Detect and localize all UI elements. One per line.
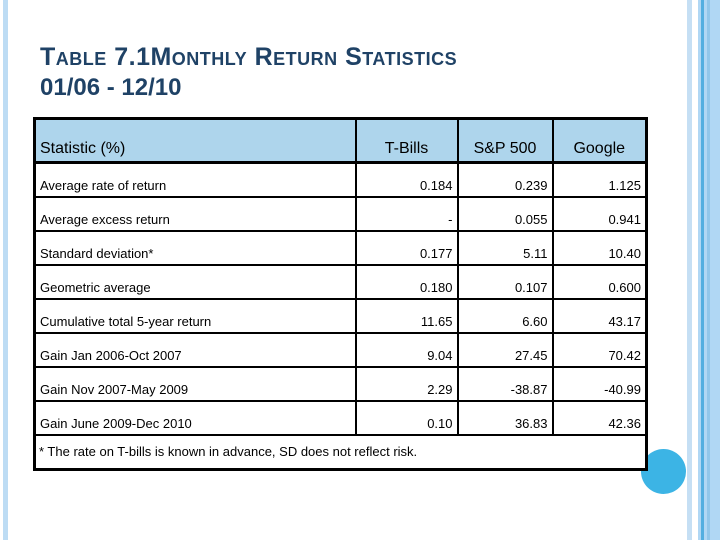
row-label: Average rate of return <box>33 161 357 198</box>
table-header-row: Statistic (%) T-Bills S&P 500 Google <box>33 117 648 164</box>
cell-value: -38.87 <box>456 365 554 402</box>
cell-value: 43.17 <box>551 297 648 334</box>
right-accent-cyan-line <box>701 0 704 540</box>
table-row: Average excess return - 0.055 0.941 <box>33 195 648 232</box>
header-statistic: Statistic (%) <box>33 117 357 164</box>
right-accent-mid-line <box>707 0 710 540</box>
right-accent-bar-outer <box>687 0 692 540</box>
cell-value: 0.177 <box>354 229 459 266</box>
row-label: Gain Nov 2007-May 2009 <box>33 365 357 402</box>
row-label: Cumulative total 5-year return <box>33 297 357 334</box>
cell-value: 42.36 <box>551 399 648 436</box>
header-google: Google <box>551 117 648 164</box>
table-row: Average rate of return 0.184 0.239 1.125 <box>33 161 648 198</box>
table-row: Gain June 2009-Dec 2010 0.10 36.83 42.36 <box>33 399 648 436</box>
row-label: Standard deviation* <box>33 229 357 266</box>
cell-value: 11.65 <box>354 297 459 334</box>
row-label: Geometric average <box>33 263 357 300</box>
left-accent-bar <box>3 0 8 540</box>
cell-value: 9.04 <box>354 331 459 368</box>
title-block: Table 7.1Monthly Return Statistics 01/06… <box>40 42 457 103</box>
table-row: Geometric average 0.180 0.107 0.600 <box>33 263 648 300</box>
row-label: Gain Jan 2006-Oct 2007 <box>33 331 357 368</box>
header-tbills: T-Bills <box>354 117 459 164</box>
cell-value: 0.239 <box>456 161 554 198</box>
cell-value: 70.42 <box>551 331 648 368</box>
monthly-return-statistics-table: Statistic (%) T-Bills S&P 500 Google Ave… <box>33 117 648 471</box>
cell-value: 0.941 <box>551 195 648 232</box>
cell-value: 0.180 <box>354 263 459 300</box>
cell-value: 10.40 <box>551 229 648 266</box>
table-row: Cumulative total 5-year return 11.65 6.6… <box>33 297 648 334</box>
cell-value: 0.10 <box>354 399 459 436</box>
table-footnote: * The rate on T-bills is known in advanc… <box>33 433 648 471</box>
cell-value: 6.60 <box>456 297 554 334</box>
table-row: Standard deviation* 0.177 5.11 10.40 <box>33 229 648 266</box>
cell-value: 0.184 <box>354 161 459 198</box>
cell-value: 2.29 <box>354 365 459 402</box>
slide-title: Table 7.1Monthly Return Statistics <box>40 43 458 71</box>
cell-value: 0.107 <box>456 263 554 300</box>
cell-value: - <box>354 195 459 232</box>
table-row: Gain Nov 2007-May 2009 2.29 -38.87 -40.9… <box>33 365 648 402</box>
cell-value: 5.11 <box>456 229 554 266</box>
slide-subtitle: 01/06 - 12/10 <box>40 74 182 101</box>
cell-value: 0.600 <box>551 263 648 300</box>
cell-value: 1.125 <box>551 161 648 198</box>
decorative-circle <box>641 449 686 494</box>
row-label: Gain June 2009-Dec 2010 <box>33 399 357 436</box>
cell-value: 0.055 <box>456 195 554 232</box>
cell-value: -40.99 <box>551 365 648 402</box>
row-label: Average excess return <box>33 195 357 232</box>
header-sp500: S&P 500 <box>456 117 554 164</box>
cell-value: 36.83 <box>456 399 554 436</box>
table-footnote-row: * The rate on T-bills is known in advanc… <box>33 433 648 471</box>
cell-value: 27.45 <box>456 331 554 368</box>
table-row: Gain Jan 2006-Oct 2007 9.04 27.45 70.42 <box>33 331 648 368</box>
